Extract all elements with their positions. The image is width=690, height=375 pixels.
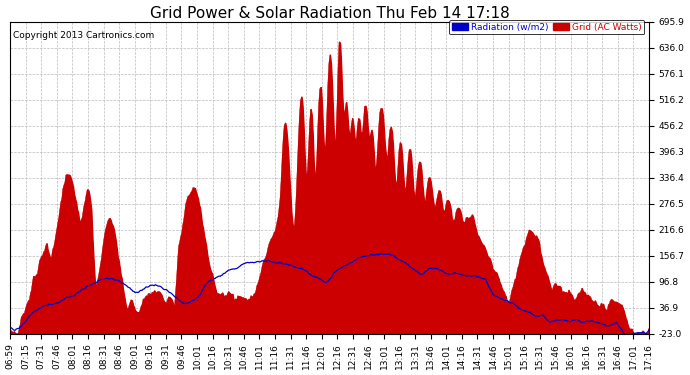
Title: Grid Power & Solar Radiation Thu Feb 14 17:18: Grid Power & Solar Radiation Thu Feb 14 … — [150, 6, 509, 21]
Text: Copyright 2013 Cartronics.com: Copyright 2013 Cartronics.com — [13, 31, 155, 40]
Legend: Radiation (w/m2), Grid (AC Watts): Radiation (w/m2), Grid (AC Watts) — [449, 20, 644, 34]
